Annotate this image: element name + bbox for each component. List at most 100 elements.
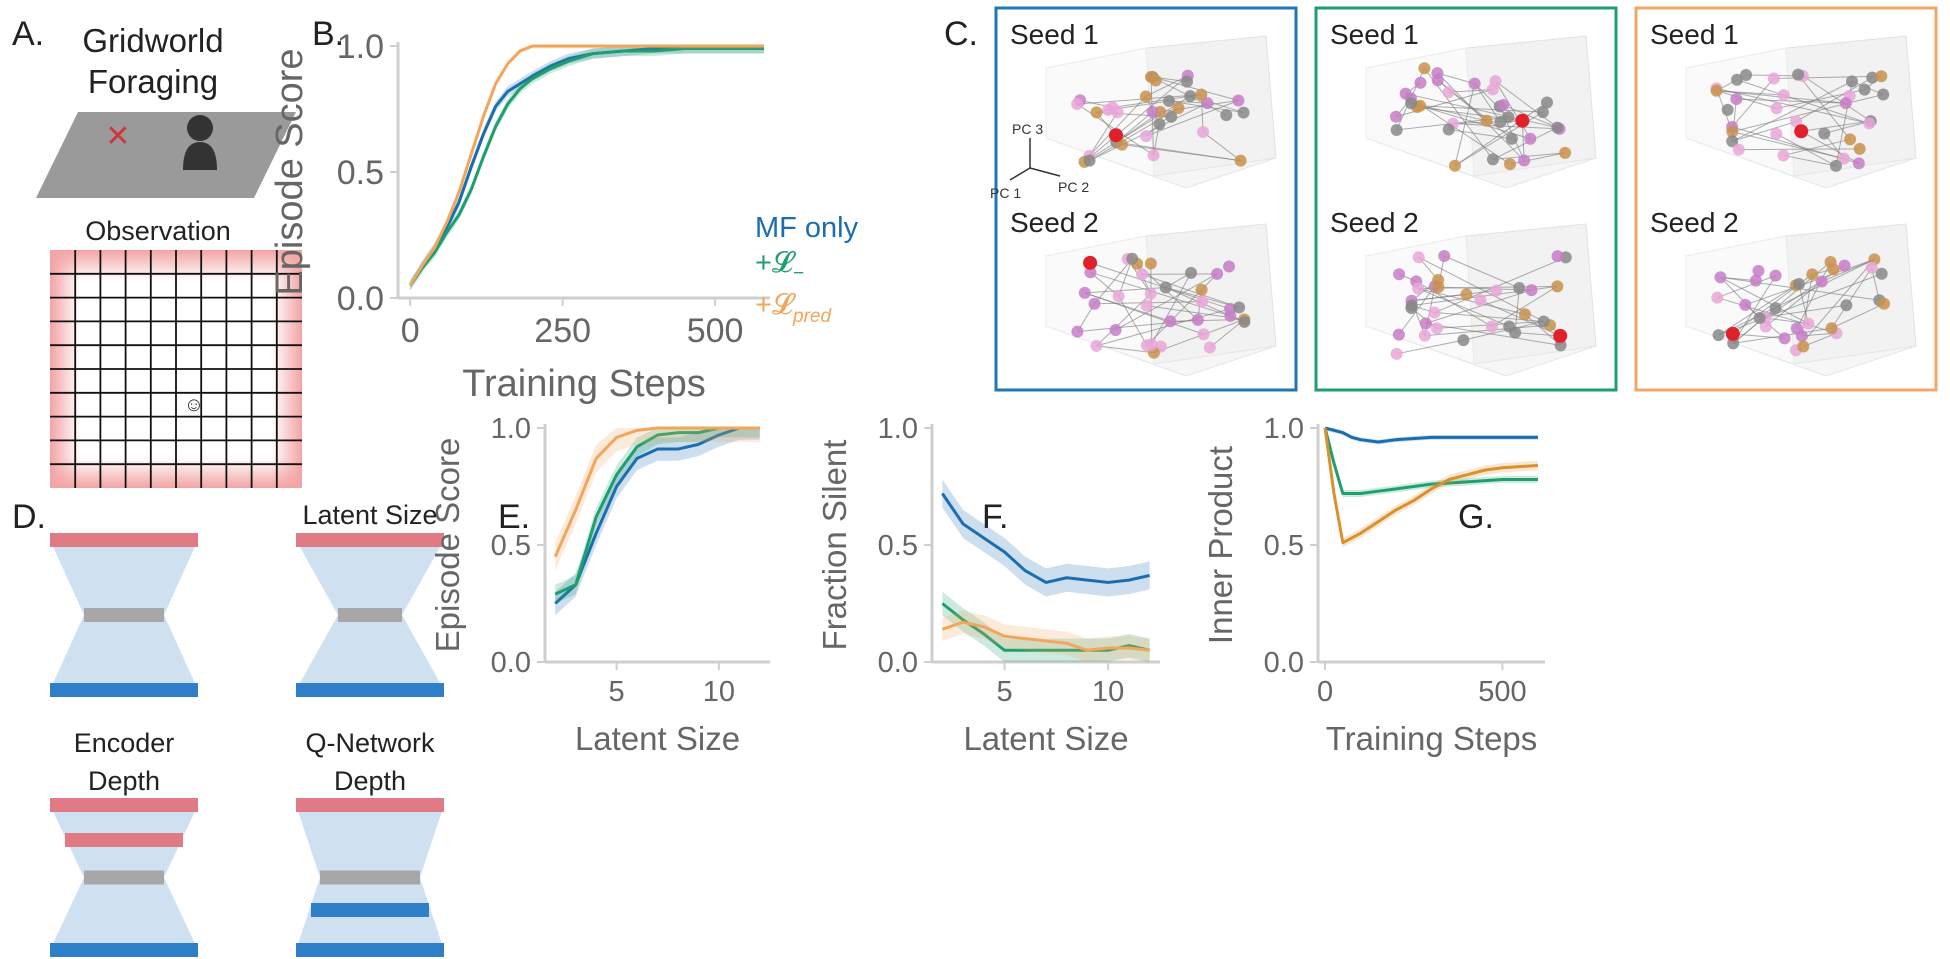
panel-label-a: A. bbox=[12, 15, 44, 53]
y-tick-label: 0.5 bbox=[337, 154, 384, 192]
gridworld-title-line1: Gridworld bbox=[82, 22, 223, 59]
panel-a: A. Gridworld Foraging ✕ Observation ☺ bbox=[12, 15, 302, 488]
panel-label-c: C. bbox=[944, 15, 978, 53]
series-line bbox=[408, 44, 764, 287]
seed-label: Seed 1 bbox=[1330, 19, 1419, 50]
series-band bbox=[555, 428, 760, 616]
x-tick-label: 500 bbox=[1478, 676, 1526, 708]
chart-b: 0.0 0.5 1.0 0 250 500 Training Steps Episode Sc… bbox=[269, 28, 770, 405]
architecture-diagram-2 bbox=[296, 533, 444, 697]
seed-label: Seed 1 bbox=[1010, 19, 1099, 50]
embedding-box-1: Seed 1 Seed 2 bbox=[994, 6, 1298, 392]
chart-f: 0.0 0.5 1.0 5 10 Latent Size Fraction Silent bbox=[816, 413, 1160, 757]
y-tick-label: 1.0 bbox=[491, 413, 531, 445]
y-axis-label: Inner Product bbox=[1202, 446, 1239, 644]
embedding-scatter bbox=[1045, 223, 1277, 377]
series-line bbox=[1323, 427, 1538, 496]
series-line bbox=[1323, 427, 1539, 545]
series-band bbox=[942, 479, 1150, 597]
series-line bbox=[941, 492, 1150, 584]
y-tick-label: 1.0 bbox=[878, 413, 918, 445]
encoder-depth-label: Depth bbox=[88, 766, 160, 796]
y-tick-label: 1.0 bbox=[337, 28, 384, 66]
gridworld-title-line2: Foraging bbox=[88, 63, 218, 100]
x-tick-label: 5 bbox=[609, 676, 625, 708]
panel-c-embeddings: Seed 1 Seed 2 Seed 1 Seed 2 Seed 1 Seed 2 PC 3… bbox=[990, 6, 1938, 392]
y-axis-label: Episode Score bbox=[269, 48, 311, 295]
series-line bbox=[553, 426, 760, 558]
chart-g: 0.0 0.5 1.0 0 500 Training Steps Inner Product bbox=[1202, 413, 1545, 757]
y-tick-label: 0.0 bbox=[491, 647, 531, 679]
x-tick-label: 250 bbox=[534, 312, 591, 350]
embedding-scatter bbox=[1685, 223, 1917, 377]
qnetwork-label: Q-Network bbox=[305, 728, 435, 758]
pc2-label: PC 2 bbox=[1058, 179, 1089, 195]
panel-label-b: B. bbox=[312, 15, 344, 53]
seed-label: Seed 2 bbox=[1330, 207, 1419, 238]
series-band bbox=[410, 46, 764, 291]
y-tick-label: 0.0 bbox=[1264, 647, 1304, 679]
series-line bbox=[408, 47, 764, 287]
embedding-scatter bbox=[1365, 35, 1597, 189]
x-tick-label: 10 bbox=[703, 676, 735, 708]
x-tick-label: 0 bbox=[1317, 676, 1333, 708]
x-axis-label: Latent Size bbox=[575, 720, 740, 757]
agent-icon bbox=[183, 115, 217, 170]
y-axis-label: Fraction Silent bbox=[816, 440, 853, 651]
y-tick-label: 0.5 bbox=[878, 530, 918, 562]
pc3-label: PC 3 bbox=[1012, 121, 1043, 137]
embedding-scatter bbox=[1365, 223, 1597, 377]
legend-loss-pred: +𝓛pred bbox=[755, 289, 832, 327]
observation-grid: ☺ bbox=[50, 250, 302, 488]
y-tick-label: 0.5 bbox=[1264, 530, 1304, 562]
x-axis-label: Training Steps bbox=[462, 363, 706, 405]
series-band bbox=[942, 591, 1150, 662]
panel-label-g: G. bbox=[1458, 498, 1494, 536]
x-tick-label: 5 bbox=[996, 676, 1012, 708]
seed-label: Seed 1 bbox=[1650, 19, 1739, 50]
embedding-scatter bbox=[1685, 35, 1917, 189]
x-tick-label: 0 bbox=[401, 312, 420, 350]
series-band bbox=[410, 46, 764, 288]
y-tick-label: 0.0 bbox=[878, 647, 918, 679]
panel-label-f: F. bbox=[982, 498, 1008, 536]
legend-b: MF only +𝓛− +𝓛pred bbox=[755, 212, 859, 327]
series-line bbox=[941, 620, 1150, 652]
agent-observation-icon: ☺ bbox=[184, 394, 204, 416]
embedding-box-3: Seed 1 Seed 2 bbox=[1634, 6, 1938, 392]
seed-label: Seed 2 bbox=[1650, 207, 1739, 238]
legend-mf-only: MF only bbox=[755, 212, 859, 244]
x-axis-label: Training Steps bbox=[1326, 720, 1538, 757]
qnetwork-depth-label: Depth bbox=[334, 766, 406, 796]
architecture-diagram-1 bbox=[50, 533, 198, 697]
encoder-label: Encoder bbox=[74, 728, 175, 758]
y-tick-label: 1.0 bbox=[1264, 413, 1304, 445]
pc1-label: PC 1 bbox=[990, 185, 1021, 201]
panel-label-d: D. bbox=[12, 498, 46, 536]
series-line bbox=[1324, 426, 1538, 444]
pc-axes-indicator: PC 3 PC 1 PC 2 bbox=[990, 121, 1089, 201]
panel-d-architectures: Latent Size Encoder Depth Q-Network Dept… bbox=[50, 500, 444, 957]
panel-label-e: E. bbox=[498, 498, 530, 536]
x-axis-label: Latent Size bbox=[963, 720, 1128, 757]
y-tick-label: 0.0 bbox=[337, 280, 384, 318]
legend-loss-neg: +𝓛− bbox=[755, 247, 804, 284]
series-line bbox=[408, 47, 764, 287]
architecture-diagram-4 bbox=[296, 798, 444, 957]
gridworld-floor bbox=[36, 112, 296, 198]
embedding-box-2: Seed 1 Seed 2 bbox=[1314, 6, 1618, 392]
seed-label: Seed 2 bbox=[1010, 207, 1099, 238]
observation-label: Observation bbox=[85, 216, 231, 246]
embedding-scatter bbox=[1045, 35, 1277, 189]
x-tick-label: 10 bbox=[1092, 676, 1124, 708]
latent-size-label: Latent Size bbox=[302, 500, 437, 530]
series-line bbox=[554, 426, 760, 605]
goal-cross-icon: ✕ bbox=[105, 120, 130, 153]
architecture-diagram-3 bbox=[50, 798, 198, 957]
y-axis-label: Episode Score bbox=[429, 438, 466, 653]
y-tick-label: 0.5 bbox=[491, 530, 531, 562]
series-band bbox=[410, 46, 764, 291]
x-tick-label: 500 bbox=[687, 312, 744, 350]
chart-e: 0.0 0.5 1.0 5 10 Latent Size Episode Score bbox=[429, 413, 770, 757]
